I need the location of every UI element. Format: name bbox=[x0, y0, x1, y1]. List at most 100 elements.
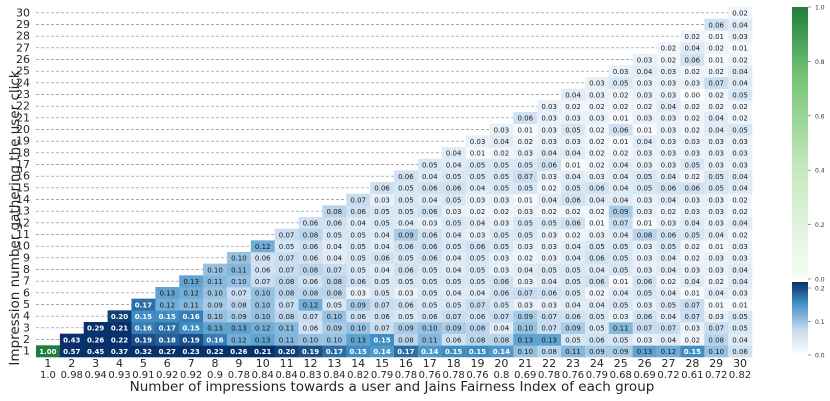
cell-label-r4-c30: 0.05 bbox=[732, 313, 748, 321]
cell-r10-c11 bbox=[274, 240, 299, 253]
cell-label-r10-c22: 0.03 bbox=[541, 243, 557, 251]
cell-r21-c27 bbox=[656, 112, 681, 124]
cell-r1-c2 bbox=[59, 345, 85, 358]
cell-label-r18-c22: 0.04 bbox=[541, 150, 557, 158]
cell-r2-c16 bbox=[394, 333, 419, 346]
cell-label-r2-c5: 0.19 bbox=[135, 336, 152, 344]
cell-r24-c24 bbox=[584, 77, 610, 89]
cell-label-r12-c27: 0.03 bbox=[661, 220, 677, 228]
cell-r12-c29 bbox=[704, 217, 729, 229]
cell-r20-c27 bbox=[656, 123, 681, 136]
cell-label-r2-c23: 0.05 bbox=[565, 336, 581, 344]
cell-label-r9-c13: 0.04 bbox=[327, 255, 343, 263]
cell-label-r11-c21: 0.05 bbox=[517, 231, 533, 239]
cell-r11-c17 bbox=[417, 228, 443, 241]
cell-label-r15-c16: 0.05 bbox=[398, 185, 414, 193]
cell-label-r8-c21: 0.04 bbox=[517, 266, 533, 274]
cell-label-r5-c8: 0.09 bbox=[207, 301, 223, 309]
cell-r26-c27 bbox=[656, 53, 681, 66]
cell-label-r14-c14: 0.07 bbox=[350, 196, 366, 204]
cell-r25-c28 bbox=[680, 65, 705, 78]
x-tick-count-24: 24 bbox=[590, 357, 604, 370]
cell-label-r11-c28: 0.05 bbox=[685, 231, 701, 239]
cell-r16-c21 bbox=[513, 170, 538, 183]
cell-r16-c25 bbox=[608, 170, 633, 183]
cell-label-r3-c5: 0.16 bbox=[135, 325, 152, 333]
cell-label-r26-c28: 0.06 bbox=[685, 56, 701, 64]
cell-r15-c23 bbox=[561, 182, 586, 194]
cell-label-r22-c27: 0.04 bbox=[661, 103, 677, 111]
cell-r14-c17 bbox=[417, 193, 443, 206]
x-tick-jfi-28: 0.61 bbox=[681, 370, 703, 381]
cell-label-r11-c29: 0.04 bbox=[708, 231, 724, 239]
cell-r8-c27 bbox=[656, 263, 681, 276]
cell-label-r6-c28: 0.01 bbox=[685, 290, 701, 298]
y-tick-label-12: 12 bbox=[16, 216, 30, 229]
cell-label-r5-c23: 0.04 bbox=[565, 301, 581, 309]
cell-label-r9-c18: 0.04 bbox=[446, 255, 462, 263]
cell-label-r2-c21: 0.13 bbox=[517, 336, 533, 344]
cell-label-r14-c30: 0.02 bbox=[732, 196, 748, 204]
cell-label-r1-c14: 0.15 bbox=[350, 348, 367, 356]
cell-r13-c28 bbox=[680, 205, 705, 218]
cell-r9-c28 bbox=[680, 252, 705, 264]
cell-label-r17-c26: 0.03 bbox=[637, 161, 653, 169]
cell-r22-c28 bbox=[680, 100, 705, 113]
cell-r2-c2 bbox=[59, 333, 85, 346]
cell-r6-c17 bbox=[417, 287, 443, 299]
cell-r1-c26 bbox=[632, 345, 657, 358]
cell-label-r15-c19: 0.04 bbox=[470, 185, 486, 193]
cell-r8-c29 bbox=[704, 263, 729, 276]
cell-label-r17-c24: 0.02 bbox=[589, 161, 605, 169]
cell-r4-c25 bbox=[608, 310, 633, 323]
cell-label-r2-c11: 0.11 bbox=[279, 336, 295, 344]
cell-r1-c22 bbox=[537, 345, 562, 358]
cell-r14-c22 bbox=[537, 193, 562, 206]
cell-label-r15-c29: 0.05 bbox=[708, 185, 724, 193]
cell-r9-c10 bbox=[250, 252, 275, 264]
cell-r1-c19 bbox=[465, 345, 490, 358]
cell-r13-c24 bbox=[584, 205, 610, 218]
cell-label-r20-c20: 0.03 bbox=[494, 126, 510, 134]
cell-r3-c8 bbox=[203, 322, 228, 334]
cell-label-r24-c30: 0.04 bbox=[732, 80, 748, 88]
cell-r10-c24 bbox=[584, 240, 610, 253]
cell-label-r3-c21: 0.10 bbox=[517, 325, 533, 333]
cell-r17-c26 bbox=[632, 158, 657, 171]
cell-r4-c10 bbox=[250, 310, 275, 323]
cell-r14-c16 bbox=[394, 193, 419, 206]
cell-r24-c27 bbox=[656, 77, 681, 89]
colorbar-blue bbox=[792, 282, 808, 355]
cell-r5-c17 bbox=[417, 298, 443, 311]
cell-label-r7-c7: 0.13 bbox=[183, 278, 199, 286]
cell-label-r2-c6: 0.18 bbox=[159, 336, 176, 344]
cell-label-r16-c16: 0.06 bbox=[398, 173, 414, 181]
cell-label-r3-c7: 0.15 bbox=[182, 325, 199, 333]
cell-r1-c13 bbox=[322, 345, 347, 358]
cell-label-r9-c9: 0.10 bbox=[231, 255, 247, 263]
cell-label-r21-c26: 0.03 bbox=[637, 115, 653, 123]
cell-r16-c16 bbox=[394, 170, 419, 183]
cell-label-r16-c27: 0.04 bbox=[661, 173, 677, 181]
cell-r12-c30 bbox=[728, 217, 753, 229]
cell-label-r2-c22: 0.13 bbox=[541, 336, 557, 344]
cell-label-r3-c22: 0.07 bbox=[541, 325, 557, 333]
cell-label-r6-c13: 0.08 bbox=[327, 290, 343, 298]
x-tick-count-22: 22 bbox=[542, 357, 556, 370]
cell-label-r8-c12: 0.08 bbox=[303, 266, 319, 274]
cell-r11-c11 bbox=[274, 228, 299, 241]
cell-label-r2-c29: 0.08 bbox=[708, 336, 724, 344]
cell-r3-c6 bbox=[155, 322, 180, 334]
y-tick-label-14: 14 bbox=[16, 193, 30, 206]
cell-r16-c28 bbox=[680, 170, 705, 183]
cell-r4-c30 bbox=[728, 310, 753, 323]
cell-r2-c25 bbox=[608, 333, 633, 346]
cell-label-r16-c26: 0.05 bbox=[637, 173, 653, 181]
y-tick-label-18: 18 bbox=[16, 146, 30, 159]
cell-r13-c18 bbox=[441, 205, 466, 218]
cell-label-r11-c11: 0.07 bbox=[279, 231, 295, 239]
cell-r12-c27 bbox=[656, 217, 681, 229]
cell-label-r7-c23: 0.05 bbox=[565, 278, 581, 286]
cell-label-r9-c17: 0.06 bbox=[422, 255, 438, 263]
